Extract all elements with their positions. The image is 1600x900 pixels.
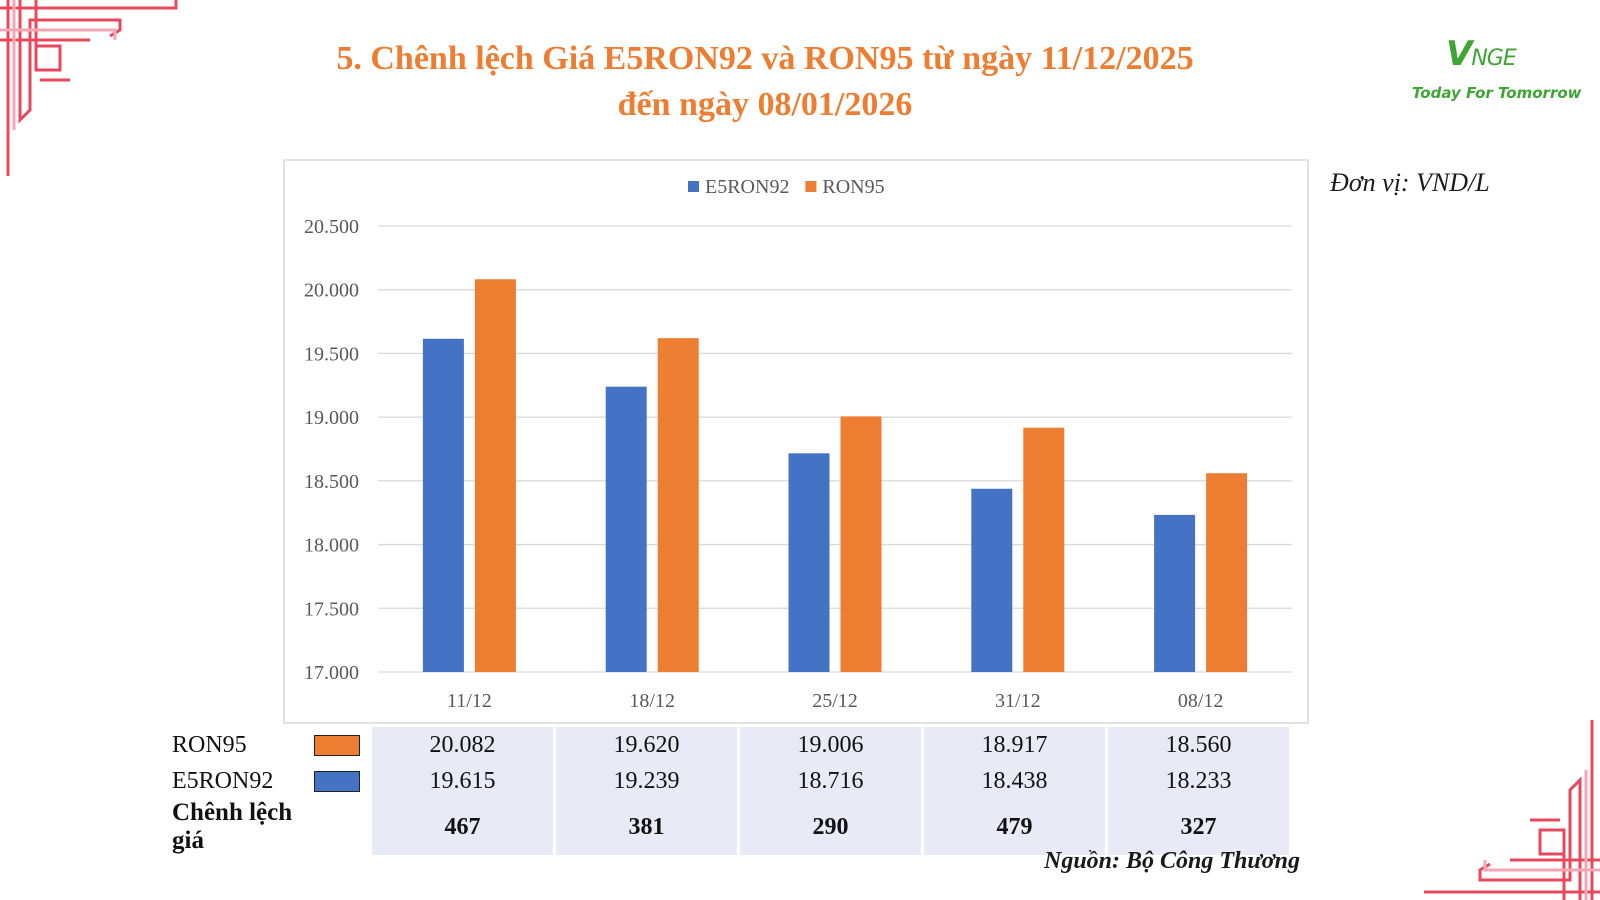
y-tick-label: 20.500 <box>304 216 359 238</box>
price-data-table: RON95 20.082 19.620 19.006 18.917 18.560 E5RON… <box>172 727 1292 855</box>
row-label: Chênh lệch giá <box>172 799 312 855</box>
table-row: Chênh lệch giá 467 381 290 479 327 <box>172 799 1292 855</box>
page-title: 5. Chênh lệch Giá E5RON92 và RON95 từ ng… <box>240 36 1290 128</box>
corner-ornament-bottom-right <box>1424 720 1600 900</box>
table-row: RON95 20.082 19.620 19.006 18.917 18.560 <box>172 727 1292 763</box>
y-tick-label: 20.000 <box>304 280 359 302</box>
table-cell: 327 <box>1108 799 1292 855</box>
vnge-logo: VNGE Today For Tomorrow <box>1400 18 1582 108</box>
legend-swatch <box>688 181 699 192</box>
table-cell: 18.438 <box>924 763 1108 799</box>
table-cell: 19.239 <box>556 763 740 799</box>
y-tick-label: 17.000 <box>304 662 359 684</box>
legend-swatch-cell <box>312 727 372 763</box>
legend-swatch-cell <box>312 799 372 855</box>
bar-ron95 <box>1023 427 1065 672</box>
y-tick-label: 19.000 <box>304 407 359 429</box>
x-tick-label: 18/12 <box>629 690 675 712</box>
x-tick-label: 25/12 <box>812 690 858 712</box>
legend-label: E5RON92 <box>705 176 789 198</box>
row-label: E5RON92 <box>172 763 312 799</box>
logo-tagline: Today For Tomorrow <box>1412 84 1582 102</box>
table-cell: 19.006 <box>740 727 924 763</box>
y-tick-label: 18.500 <box>304 471 359 493</box>
bar-e5ron92 <box>605 386 647 672</box>
table-cell: 18.716 <box>740 763 924 799</box>
table-cell: 18.233 <box>1108 763 1292 799</box>
corner-ornament-top-left <box>0 0 178 176</box>
unit-label: Đơn vị: VND/L <box>1330 168 1490 197</box>
x-tick-label: 11/12 <box>447 690 492 712</box>
table-cell: 20.082 <box>372 727 556 763</box>
source-note: Nguồn: Bộ Công Thương <box>1044 848 1300 874</box>
logo-mark-rest: NGE <box>1471 46 1516 71</box>
table-cell: 381 <box>556 799 740 855</box>
title-line-2: đến ngày 08/01/2026 <box>617 86 913 123</box>
title-line-1: 5. Chênh lệch Giá E5RON92 và RON95 từ ng… <box>336 40 1194 77</box>
bar-e5ron92 <box>788 453 830 672</box>
y-tick-label: 17.500 <box>304 598 359 620</box>
bar-ron95 <box>657 338 699 672</box>
x-tick-label: 08/12 <box>1178 690 1224 712</box>
bar-e5ron92 <box>971 488 1013 672</box>
table-row: E5RON92 19.615 19.239 18.716 18.438 18.233 <box>172 763 1292 799</box>
bar-ron95 <box>474 279 516 672</box>
bar-ron95 <box>840 416 882 672</box>
color-swatch <box>314 770 360 792</box>
y-tick-label: 18.000 <box>304 535 359 557</box>
x-tick-label: 31/12 <box>995 690 1041 712</box>
logo-mark: VNGE <box>1446 34 1517 74</box>
bar-e5ron92 <box>422 338 464 672</box>
legend-label: RON95 <box>822 176 884 198</box>
bar-ron95 <box>1206 473 1248 672</box>
legend-swatch <box>805 181 817 192</box>
table-cell: 479 <box>924 799 1108 855</box>
bar-e5ron92 <box>1154 514 1196 672</box>
table-cell: 467 <box>372 799 556 855</box>
legend-swatch-cell <box>312 763 372 799</box>
row-label: RON95 <box>172 727 312 763</box>
table-cell: 18.560 <box>1108 727 1292 763</box>
color-swatch <box>314 734 360 756</box>
table-cell: 19.615 <box>372 763 556 799</box>
table-cell: 290 <box>740 799 924 855</box>
logo-mark-v: V <box>1446 34 1472 74</box>
table-cell: 19.620 <box>556 727 740 763</box>
table-cell: 18.917 <box>924 727 1108 763</box>
y-tick-label: 19.500 <box>304 343 359 365</box>
